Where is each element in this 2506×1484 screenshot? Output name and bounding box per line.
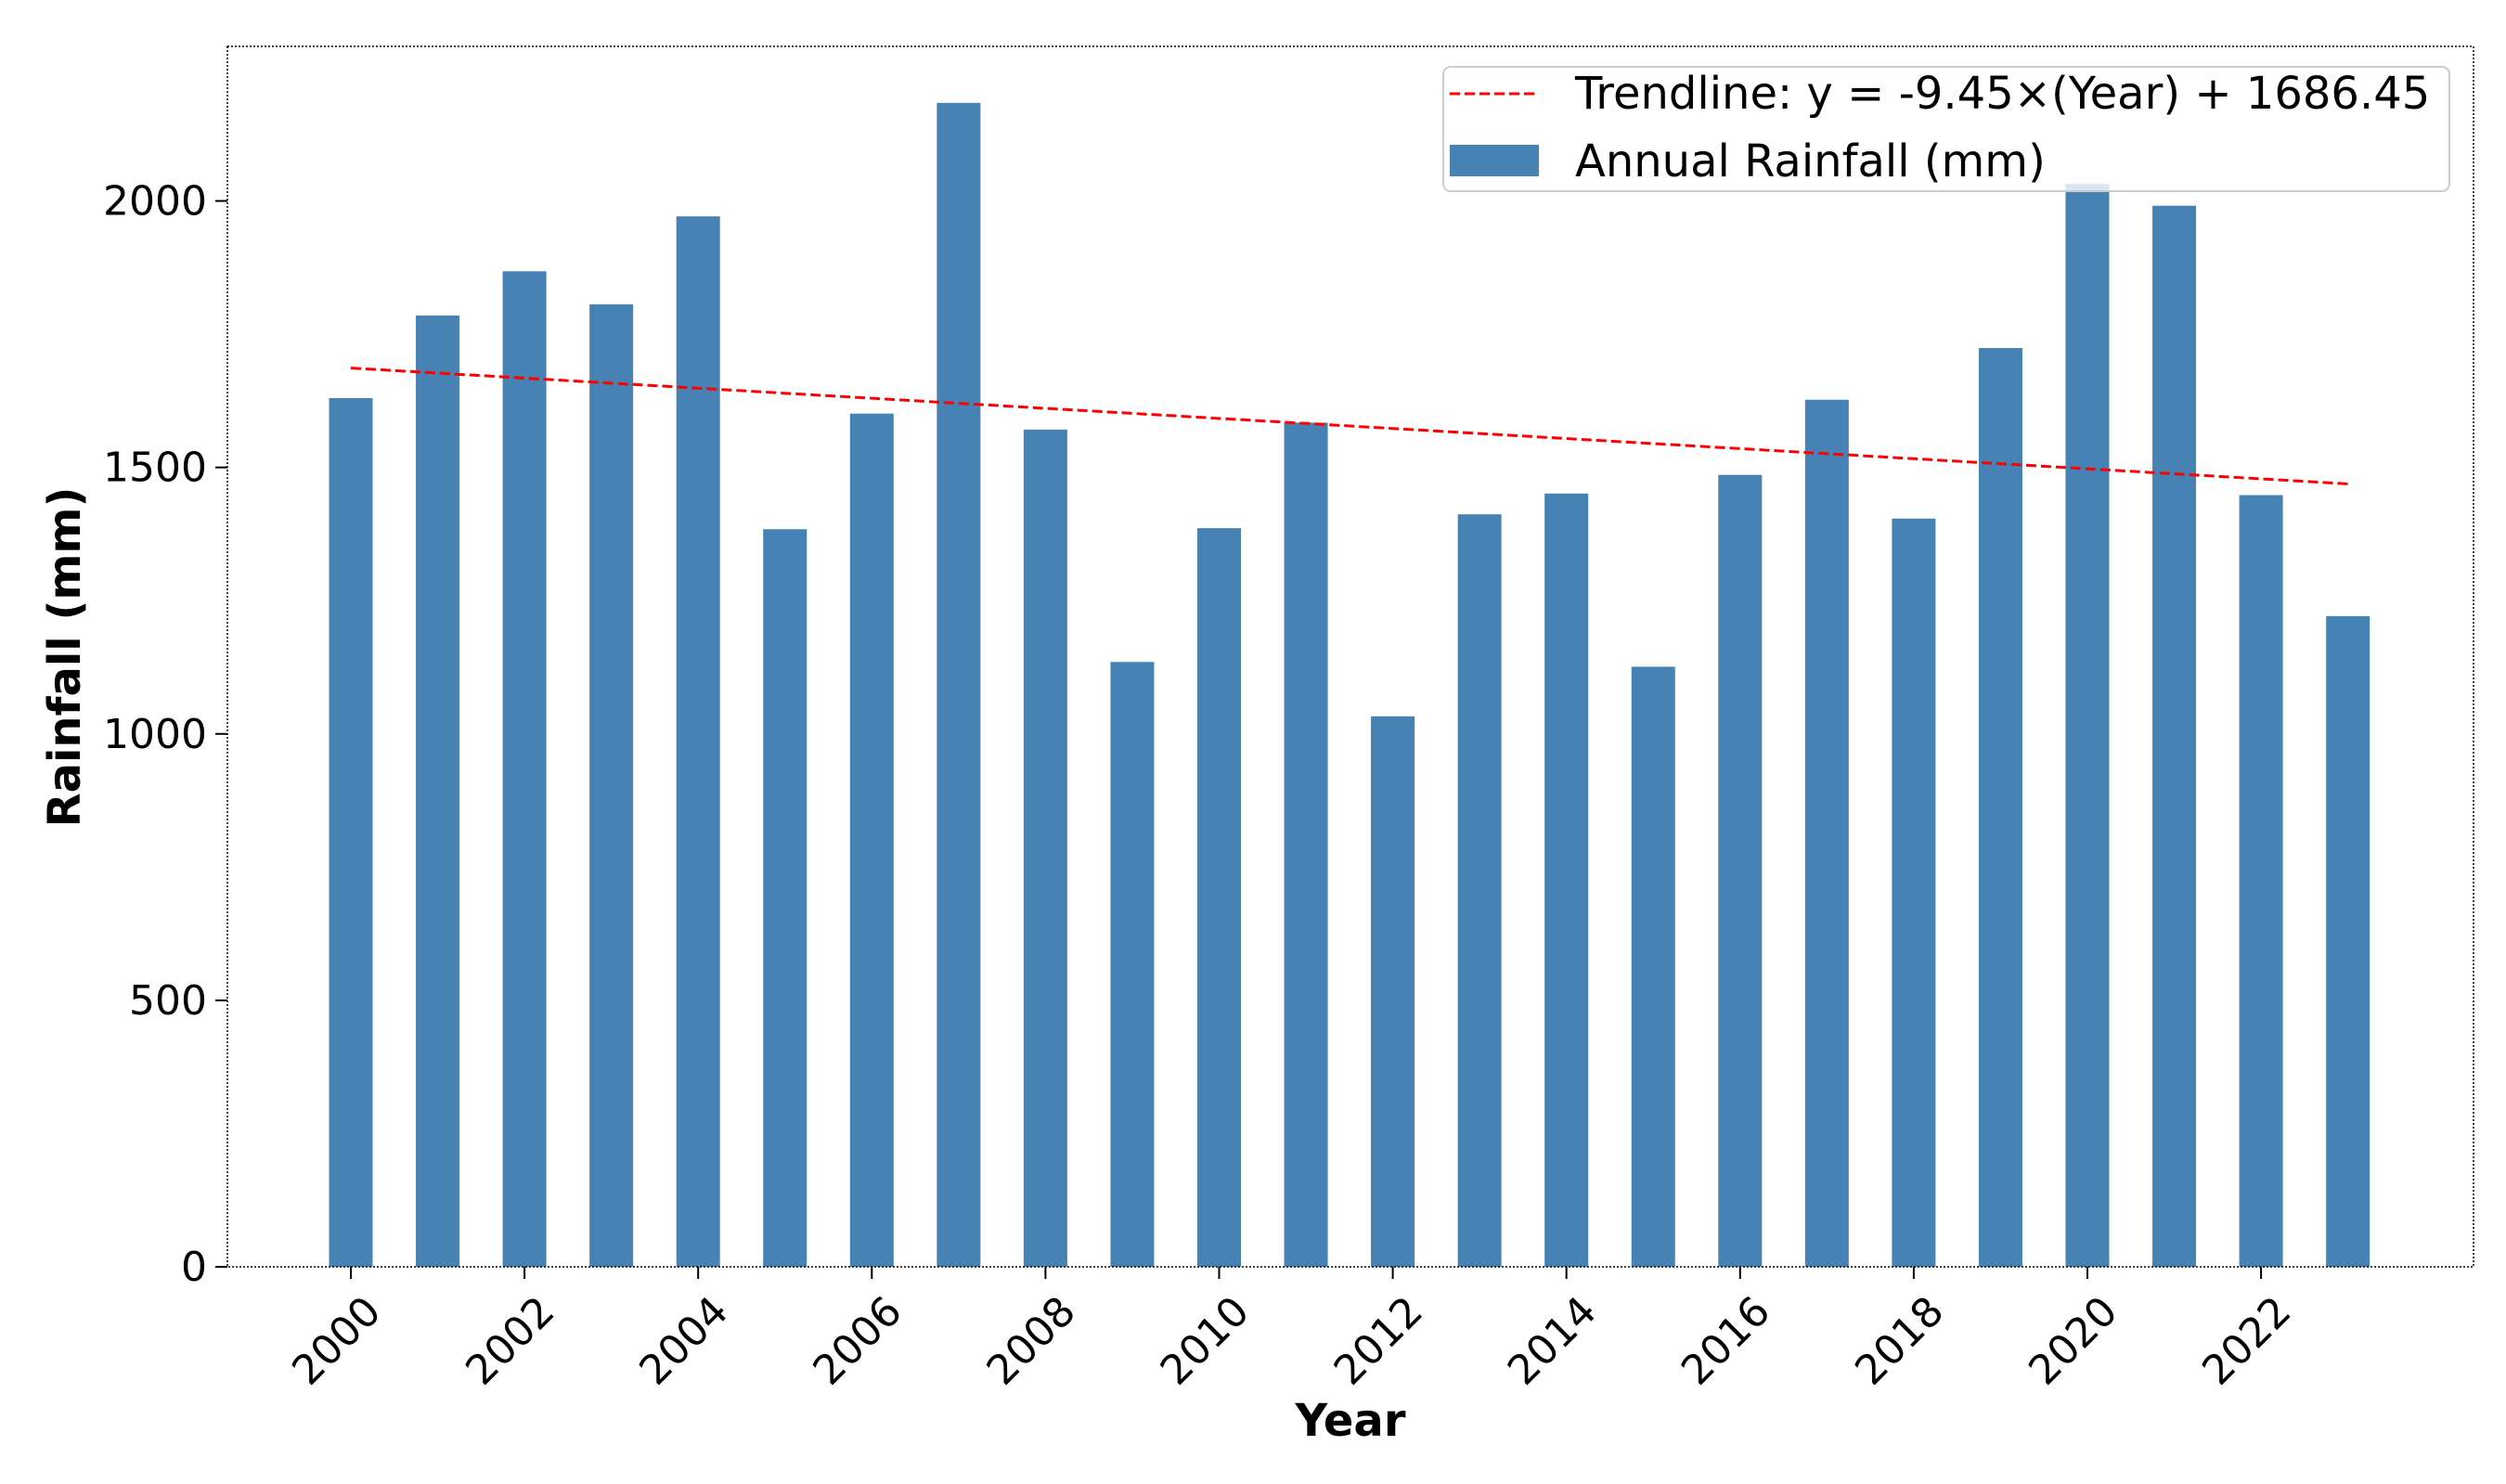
x-tick-label-2008: 2008 — [978, 1287, 1085, 1394]
bar-2008 — [1023, 429, 1067, 1267]
bar-2013 — [1457, 514, 1502, 1267]
bar-2021 — [2152, 205, 2197, 1268]
y-tick-label-1000: 1000 — [103, 711, 207, 758]
bar-2017 — [1804, 399, 1849, 1268]
y-tick-label-2000: 2000 — [103, 178, 207, 226]
x-tick-label-2004: 2004 — [630, 1287, 737, 1394]
x-tick-label-2018: 2018 — [1846, 1287, 1953, 1394]
x-axis-title: Year — [1295, 1395, 1406, 1447]
x-tick-label-2016: 2016 — [1673, 1287, 1779, 1394]
trendline-layer — [350, 367, 2348, 485]
y-tick-label-500: 500 — [129, 977, 207, 1025]
legend-bar-swatch — [1450, 145, 1539, 176]
bar-2020 — [2065, 184, 2110, 1267]
bar-2019 — [1978, 348, 2022, 1267]
x-tick-label-2000: 2000 — [283, 1287, 390, 1394]
legend-trendline-label: Trendline: y = -9.45×(Year) + 1686.45 — [1574, 68, 2430, 120]
bar-2000 — [329, 398, 373, 1267]
bar-2003 — [589, 303, 634, 1268]
trendline — [350, 367, 2348, 485]
bar-2004 — [676, 216, 720, 1268]
bar-2018 — [1892, 518, 1936, 1267]
bar-2010 — [1197, 528, 1241, 1267]
bar-2023 — [2326, 615, 2370, 1267]
x-tick-label-2020: 2020 — [2020, 1287, 2126, 1394]
y-tick-label-1500: 1500 — [103, 445, 207, 492]
y-axis: 0 500 1000 1500 2000 — [103, 178, 227, 1291]
x-tick-label-2010: 2010 — [1152, 1287, 1259, 1394]
bar-2014 — [1544, 493, 1589, 1267]
bar-2007 — [937, 102, 981, 1268]
x-tick-label-2014: 2014 — [1499, 1287, 1606, 1394]
y-axis-title: Rainfall (mm) — [39, 487, 91, 828]
bar-2006 — [849, 413, 894, 1267]
legend: Trendline: y = -9.45×(Year) + 1686.45 An… — [1442, 66, 2450, 192]
x-axis: 2000 2002 2004 2006 2008 2010 2012 2014 2016 2018… — [283, 1267, 2301, 1395]
bar-2001 — [416, 315, 460, 1267]
bar-2015 — [1631, 666, 1675, 1267]
plot-frame — [226, 45, 2474, 1268]
legend-bar-label: Annual Rainfall (mm) — [1575, 135, 2046, 187]
bar-2011 — [1284, 422, 1328, 1267]
bar-2012 — [1371, 716, 1415, 1267]
x-tick-label-2002: 2002 — [457, 1287, 563, 1394]
bar-2005 — [763, 529, 807, 1267]
x-tick-label-2022: 2022 — [2193, 1287, 2300, 1394]
bar-2016 — [1718, 474, 1763, 1267]
bar-2009 — [1110, 662, 1155, 1267]
x-tick-label-2012: 2012 — [1325, 1287, 1432, 1394]
bars-layer — [329, 102, 2370, 1268]
legend-box — [1442, 66, 2450, 192]
y-tick-label-0: 0 — [181, 1244, 207, 1291]
bar-2022 — [2239, 495, 2283, 1267]
x-tick-label-2006: 2006 — [804, 1287, 911, 1394]
bar-2002 — [502, 271, 547, 1268]
